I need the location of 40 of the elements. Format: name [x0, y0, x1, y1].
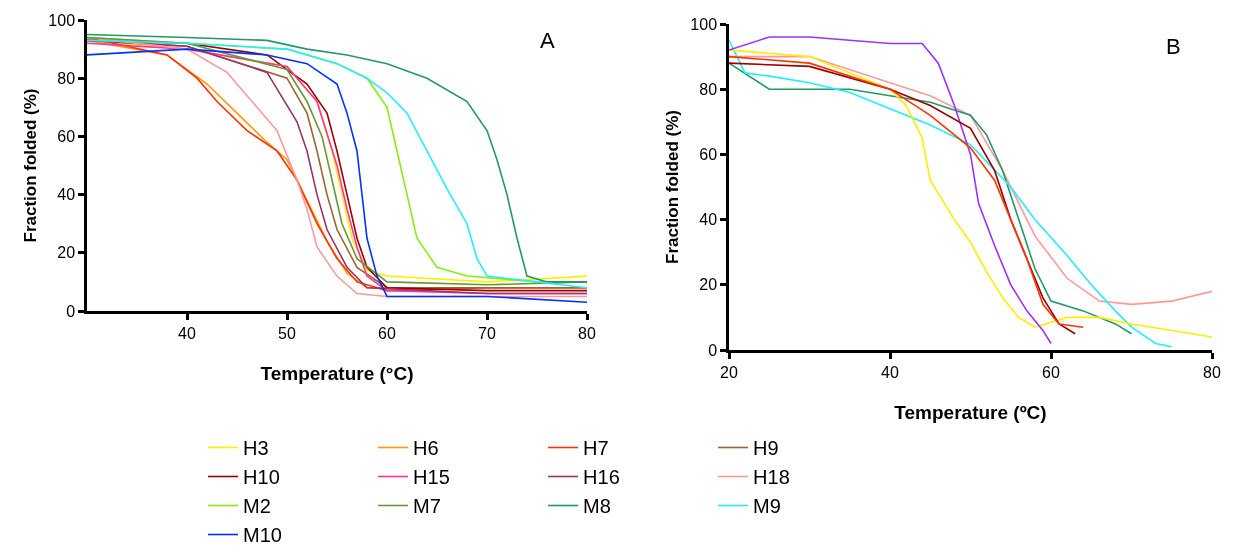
- legend-label: H9: [753, 437, 779, 460]
- x-tick-label: 20: [720, 363, 738, 381]
- y-tick-label: 40: [699, 211, 718, 229]
- x-tick-label: 60: [378, 324, 396, 342]
- y-axis-title: Fraction folded (%): [20, 88, 40, 243]
- x-axis-title: Temperature (ºC): [894, 401, 1047, 423]
- x-tick-label: 40: [881, 363, 899, 381]
- legend-label: H10: [243, 466, 280, 489]
- y-tick-label: 100: [690, 15, 718, 33]
- legend-label: M2: [243, 495, 271, 518]
- legend-label: H7: [583, 437, 609, 460]
- x-axis-title: Temperature (°C): [260, 362, 414, 384]
- y-tick-label: 20: [699, 276, 718, 294]
- x-tick-label: 40: [178, 324, 196, 342]
- annotation: B: [1166, 34, 1181, 59]
- y-tick-label: 0: [66, 302, 76, 320]
- y-axis-title: Fraction folded (%): [662, 110, 682, 264]
- y-tick-label: 20: [57, 244, 76, 262]
- legend-label: H18: [753, 466, 790, 489]
- y-tick-label: 60: [699, 146, 718, 163]
- y-tick-label: 0: [708, 341, 718, 359]
- y-tick-label: 80: [699, 80, 718, 98]
- legend-label: M8: [583, 495, 611, 518]
- y-tick-label: 60: [57, 128, 76, 145]
- x-tick-label: 60: [1042, 363, 1060, 381]
- x-tick-label: 80: [1203, 363, 1221, 381]
- x-tick-label: 50: [278, 324, 296, 342]
- annotation: A: [540, 28, 555, 53]
- y-tick-label: 100: [48, 11, 76, 29]
- legend-label: M10: [243, 524, 282, 547]
- legend-label: H15: [413, 466, 450, 489]
- legend-label: H16: [583, 466, 620, 489]
- legend-label: M9: [753, 495, 781, 518]
- legend-label: H3: [243, 437, 269, 460]
- x-tick-label: 80: [578, 324, 596, 342]
- legend-label: M7: [413, 495, 441, 518]
- y-tick-label: 80: [57, 69, 76, 87]
- x-tick-label: 70: [478, 324, 496, 342]
- y-tick-label: 40: [57, 186, 76, 204]
- legend-label: H6: [413, 437, 439, 460]
